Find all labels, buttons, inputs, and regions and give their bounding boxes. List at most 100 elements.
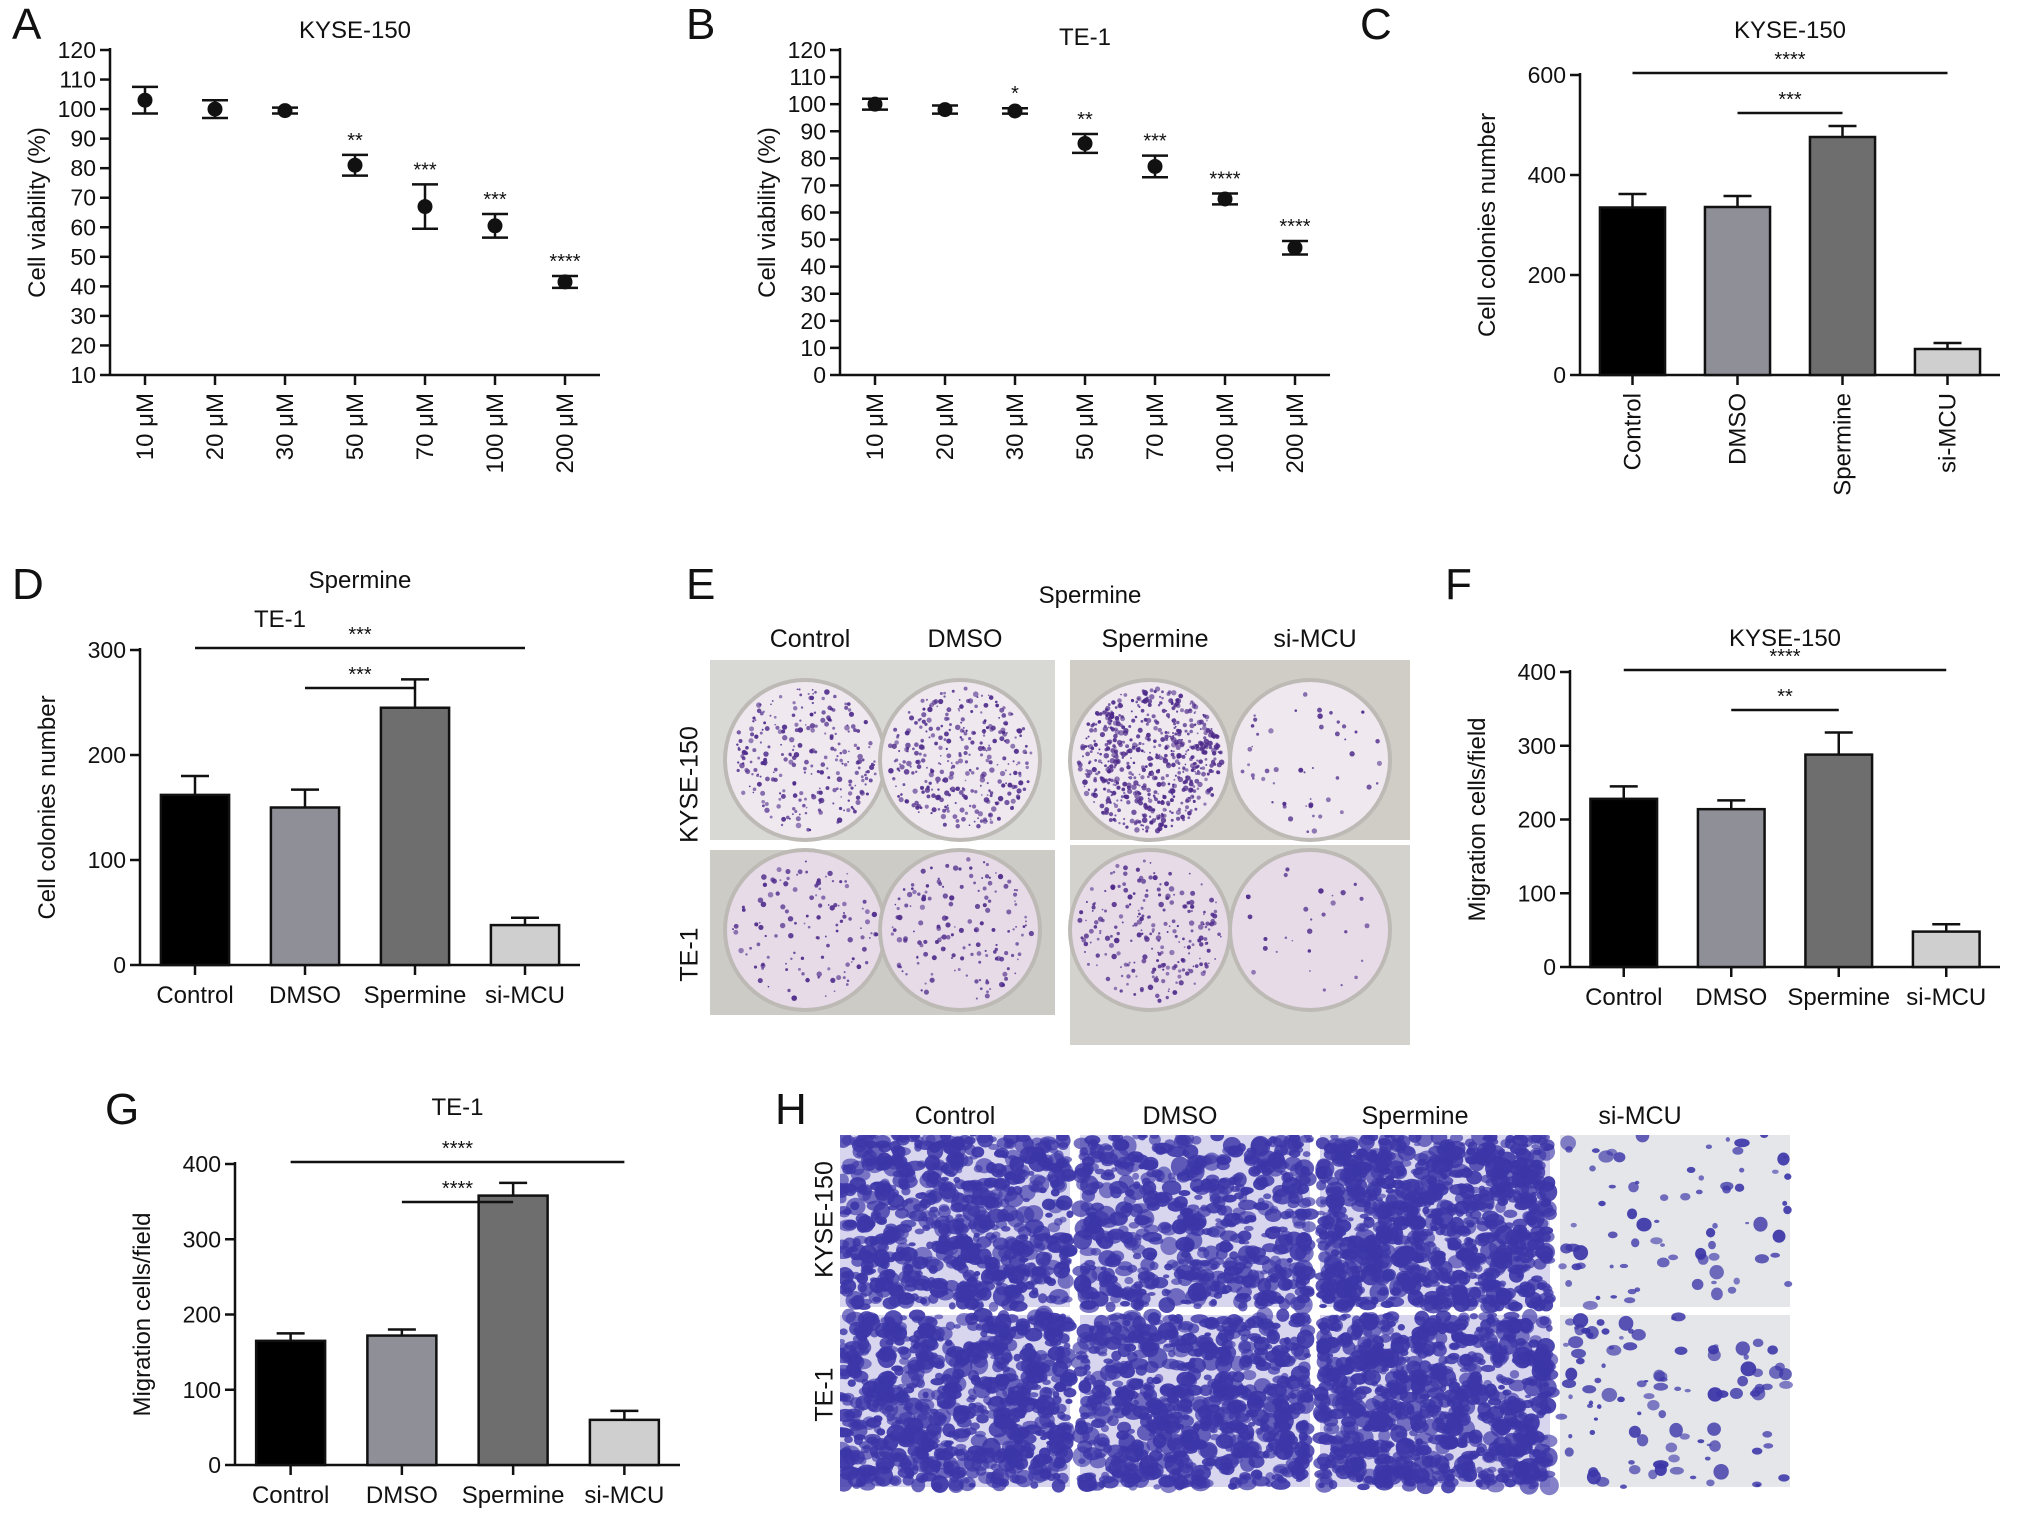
colony-dot <box>997 795 1004 802</box>
colony-dot <box>979 777 986 783</box>
cell-mark <box>929 1206 939 1213</box>
cell-mark <box>1445 1276 1458 1285</box>
colony-dot <box>796 688 799 691</box>
cell-mark <box>1085 1207 1099 1216</box>
cell-mark <box>931 1411 947 1426</box>
colony-dot <box>1182 771 1185 773</box>
colony-dot <box>1176 720 1180 725</box>
colony-dot <box>1111 901 1117 908</box>
colony-dot <box>1014 736 1017 739</box>
cell-mark <box>969 1405 985 1417</box>
colony-dot <box>950 762 953 764</box>
cell-mark <box>1269 1205 1279 1214</box>
colony-dot <box>1148 815 1152 818</box>
colony-dot <box>1171 965 1177 971</box>
colony-dot <box>891 926 894 929</box>
colony-dot <box>951 953 956 958</box>
colony-dot <box>1203 802 1207 806</box>
colony-dot <box>914 750 919 756</box>
micrograph-bg <box>1560 1135 1790 1307</box>
cell-mark <box>1570 1222 1577 1228</box>
colony-dot <box>807 925 811 929</box>
cell-mark <box>1162 1274 1170 1279</box>
colony-dot <box>1161 708 1166 714</box>
colony-dot <box>1253 714 1256 717</box>
colony-dot <box>1085 745 1088 748</box>
colony-dot <box>1091 909 1094 912</box>
colony-dot <box>794 722 799 727</box>
colony-dot <box>1207 928 1211 931</box>
colony-dot <box>976 823 981 829</box>
cell-mark <box>1189 1165 1197 1173</box>
cell-mark <box>1489 1250 1503 1259</box>
cell-mark <box>1299 1268 1309 1274</box>
colony-dot <box>1012 760 1015 763</box>
colony-dot <box>1094 727 1097 730</box>
colony-dot <box>1122 882 1127 887</box>
colony-dot <box>1136 932 1142 938</box>
colony-dot <box>1004 799 1010 806</box>
colony-dot <box>909 765 912 768</box>
colony-dot <box>1353 882 1357 886</box>
colony-dot <box>978 978 982 982</box>
colony-dot <box>1325 797 1331 803</box>
colony-dot <box>808 828 812 832</box>
chart-g-ytick-label: 400 <box>183 1151 221 1177</box>
colony-dot <box>827 776 831 780</box>
cell-mark <box>1197 1206 1212 1218</box>
chart-f-ylabel: Migration cells/field <box>1464 717 1491 921</box>
colony-dot <box>1024 915 1028 919</box>
colony-dot <box>792 745 796 748</box>
cell-mark <box>873 1202 891 1220</box>
colony-dot <box>805 870 809 874</box>
cell-mark <box>1045 1429 1061 1441</box>
cell-mark <box>1413 1142 1421 1147</box>
colony-dot <box>1170 818 1174 822</box>
colony-dot <box>1085 919 1087 922</box>
colony-dot <box>1177 770 1182 775</box>
colony-dot <box>1176 738 1183 745</box>
cell-mark <box>1011 1326 1019 1332</box>
colony-dot <box>1142 859 1146 863</box>
colony-dot <box>1140 929 1143 932</box>
chart-d-ytick-label: 300 <box>88 637 126 663</box>
colony-dot <box>971 804 977 809</box>
colony-dot <box>928 771 934 778</box>
colony-dot <box>1089 941 1092 944</box>
colony-dot <box>862 899 867 904</box>
colony-dot <box>1176 703 1181 709</box>
colony-dot <box>943 691 946 695</box>
colony-dot <box>1079 910 1084 915</box>
colony-dot <box>1126 800 1131 805</box>
cell-mark <box>857 1282 867 1293</box>
colony-dot <box>1186 945 1191 950</box>
chart-g-bar <box>366 1334 438 1467</box>
cell-mark <box>1261 1290 1278 1300</box>
panel-e-col-spermine: Spermine <box>1101 625 1209 653</box>
colony-dot <box>1140 775 1145 780</box>
colony-dot <box>1208 768 1213 773</box>
colony-dot <box>1110 884 1116 890</box>
colony-dot <box>1151 970 1155 974</box>
cell-mark <box>1475 1233 1490 1247</box>
panel-e-col-si-mcu: si-MCU <box>1273 625 1357 653</box>
colony-dot <box>1115 754 1119 759</box>
colony-dot <box>984 949 987 952</box>
colony-dot <box>1110 748 1116 753</box>
cell-mark <box>972 1354 988 1368</box>
colony-dot <box>861 907 864 910</box>
colony-dot <box>1169 900 1175 905</box>
cell-mark <box>1100 1172 1116 1181</box>
cell-mark <box>865 1147 873 1156</box>
colony-dot <box>916 759 921 765</box>
colony-dot <box>1105 802 1108 805</box>
cell-mark <box>851 1256 864 1267</box>
colony-dot <box>946 804 949 807</box>
colony-dot <box>1157 893 1162 897</box>
colony-dot <box>931 955 937 961</box>
cell-mark <box>936 1454 951 1470</box>
colony-dot <box>833 694 837 699</box>
cell-mark <box>1636 1217 1652 1232</box>
colony-dot <box>853 728 857 733</box>
cell-mark <box>955 1260 963 1265</box>
